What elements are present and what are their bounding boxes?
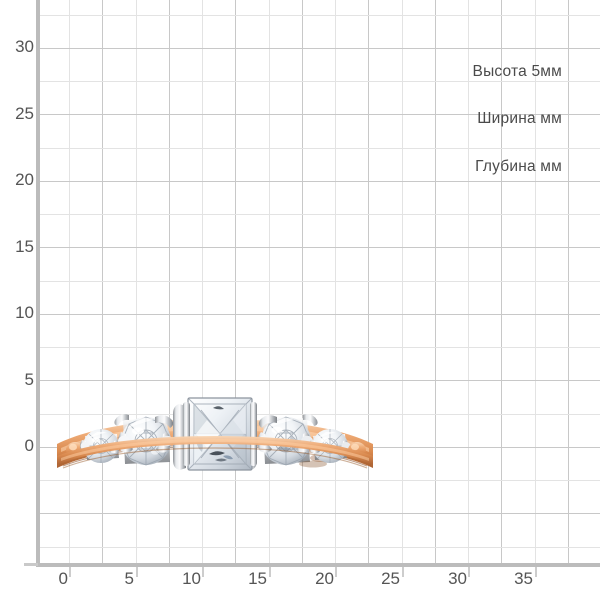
- x-tick-label: 20: [315, 569, 334, 588]
- gridline-major-v: [435, 0, 436, 566]
- gridline-minor-v: [468, 0, 469, 566]
- gridline-major-v: [368, 0, 369, 566]
- x-tick-mark: [202, 567, 204, 577]
- gridline-major-h: [36, 48, 600, 49]
- gridline-minor-h: [36, 414, 600, 415]
- x-tick-mark: [69, 567, 71, 577]
- x-tick-mark: [402, 567, 404, 577]
- gridline-minor-v: [335, 0, 336, 566]
- gridline-minor-h: [36, 81, 600, 82]
- x-tick-label: 0: [58, 569, 68, 588]
- gridline-minor-v: [202, 0, 203, 566]
- gridline-major-v: [169, 0, 170, 566]
- x-axis-line: [36, 563, 600, 567]
- x-tick-label: 10: [182, 569, 201, 588]
- annotation-width: Ширина мм: [477, 110, 562, 127]
- y-tick-label: 10: [15, 303, 34, 322]
- y-tick-label: 20: [15, 170, 34, 189]
- x-tick-mark: [136, 567, 138, 577]
- x-tick-label: 5: [124, 569, 134, 588]
- annotation-depth: Глубина мм: [475, 158, 562, 175]
- x-tick-mark: [269, 567, 271, 577]
- ring-illustration: [55, 396, 375, 482]
- gridline-minor-h: [36, 15, 600, 16]
- gridline-minor-v: [136, 0, 137, 566]
- y-tick-label: 25: [15, 104, 34, 123]
- gridline-major-h: [36, 247, 600, 248]
- gridline-major-h: [36, 114, 600, 115]
- x-tick-label: 15: [248, 569, 267, 588]
- gridline-minor-v: [269, 0, 270, 566]
- y-tick-label: 30: [15, 37, 34, 56]
- x-tick-mark: [468, 567, 470, 577]
- gridline-minor-v: [69, 0, 70, 566]
- origin-tick: [24, 563, 38, 566]
- y-axis-line: [36, 0, 40, 566]
- gridline-minor-h: [36, 347, 600, 348]
- gridline-major-h: [36, 314, 600, 315]
- gridline-major-h: [36, 181, 600, 182]
- x-tick-label: 35: [514, 569, 533, 588]
- gridline-major-v: [102, 0, 103, 566]
- x-tick-label: 30: [448, 569, 467, 588]
- annotation-height: Высота 5мм: [472, 63, 562, 80]
- gridline-minor-h: [36, 480, 600, 481]
- y-tick-label: 15: [15, 237, 34, 256]
- x-tick-mark: [535, 567, 537, 577]
- gridline-major-v: [302, 0, 303, 566]
- gridline-major-h: [36, 380, 600, 381]
- x-tick-mark: [335, 567, 337, 577]
- y-tick-label: 0: [24, 436, 34, 455]
- gridline-minor-h: [36, 148, 600, 149]
- x-tick-label: 25: [381, 569, 400, 588]
- gridline-major-v: [501, 0, 502, 566]
- gridline-minor-h: [36, 547, 600, 548]
- gridline-major-h: [36, 513, 600, 514]
- gridline-major-v: [235, 0, 236, 566]
- y-tick-label: 5: [24, 370, 34, 389]
- gridline-minor-v: [402, 0, 403, 566]
- gridline-minor-h: [36, 281, 600, 282]
- gridline-major-v: [568, 0, 569, 566]
- gridline-minor-h: [36, 214, 600, 215]
- gridline-minor-v: [535, 0, 536, 566]
